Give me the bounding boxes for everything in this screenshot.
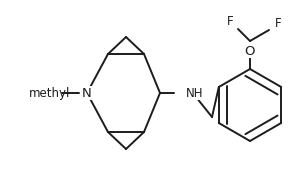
Text: O: O: [245, 45, 255, 58]
Text: N: N: [82, 87, 92, 100]
Text: F: F: [227, 14, 233, 28]
Text: methyl: methyl: [29, 87, 71, 100]
Text: F: F: [275, 16, 281, 29]
Text: NH: NH: [186, 87, 203, 100]
